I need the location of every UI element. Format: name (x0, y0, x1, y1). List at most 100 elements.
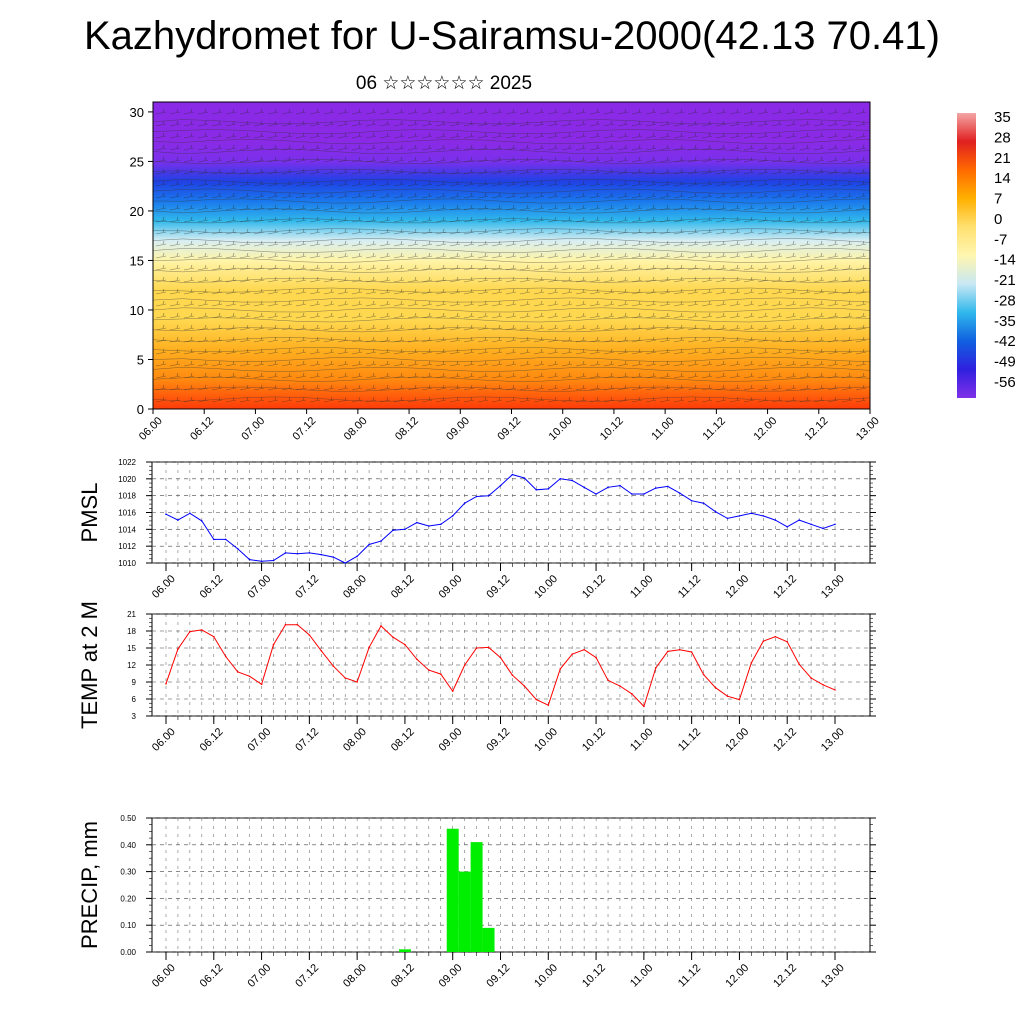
y-tick-label: 25 (130, 154, 144, 169)
data-point (702, 502, 705, 505)
data-point (416, 658, 418, 661)
y-tick-label: 30 (130, 105, 144, 120)
plot-frame (151, 817, 871, 953)
isotherm-line (152, 198, 871, 204)
x-tick-label: 12.12 (771, 962, 799, 990)
data-point (416, 521, 418, 524)
y-tick-label: 0.40 (120, 841, 136, 850)
data-point (822, 684, 824, 686)
y-tick-label: 0.50 (120, 814, 136, 823)
isotherm-line (152, 287, 871, 293)
x-tick-label: 10.12 (580, 962, 608, 990)
x-tick-label: 11.00 (628, 573, 655, 600)
data-point (201, 629, 203, 631)
x-tick-label: 06.12 (198, 962, 226, 990)
x-tick-label: 10.00 (532, 962, 560, 990)
data-point (320, 553, 323, 556)
data-point (595, 656, 597, 659)
colorbar-label: -7 (994, 231, 1007, 248)
x-tick-label: 13.00 (819, 573, 847, 601)
isotherm-line (152, 129, 871, 134)
y-tick-label: 1010 (118, 559, 136, 568)
y-tick-label: 21 (127, 610, 136, 619)
data-point (786, 641, 788, 643)
x-tick-label: 08.12 (389, 962, 417, 990)
x-tick-label: 08.00 (341, 573, 369, 601)
x-tick-label: 10.12 (598, 415, 626, 443)
data-point (750, 661, 753, 664)
data-point (308, 634, 311, 636)
x-tick-label: 09.00 (444, 415, 472, 443)
page-subtitle: 06 ☆☆☆☆☆☆ 2025 (355, 73, 533, 94)
data-point (344, 562, 347, 564)
y-axis-label: PMSL (77, 483, 102, 543)
y-tick-label: 12 (127, 661, 136, 670)
data-point (189, 630, 191, 633)
isotherm-line (152, 238, 871, 244)
data-point (260, 560, 263, 563)
data-point (499, 656, 502, 659)
x-tick-label: 07.12 (291, 415, 319, 443)
y-tick-label: 1012 (118, 542, 136, 551)
isotherm-line (152, 159, 871, 164)
data-point (690, 651, 693, 653)
x-tick-label: 07.12 (293, 962, 321, 990)
data-point (762, 515, 765, 517)
data-point (834, 689, 836, 691)
y-tick-label: 15 (127, 644, 136, 653)
data-point (320, 650, 323, 652)
x-tick-label: 08.00 (342, 415, 370, 443)
data-point (463, 664, 466, 666)
isotherm-line (152, 119, 871, 125)
data-point (571, 479, 573, 482)
data-point (296, 624, 299, 626)
data-point (690, 499, 693, 502)
data-point (356, 555, 358, 558)
data-point (667, 485, 669, 488)
x-tick-label: 08.00 (341, 962, 369, 990)
data-point (463, 502, 466, 505)
isotherm-line (152, 208, 871, 214)
precip-bar (446, 828, 459, 952)
data-point (810, 677, 812, 679)
x-tick-label: 12.00 (723, 962, 751, 990)
data-point (523, 477, 526, 479)
isotherm-line (152, 317, 871, 323)
precip-bar (398, 949, 411, 952)
data-point (272, 559, 275, 562)
data-point (213, 635, 215, 638)
colorbar-label: -49 (994, 354, 1016, 371)
y-tick-label: 0 (137, 402, 144, 417)
data-point (798, 663, 800, 666)
data-point (678, 492, 681, 494)
data-point (165, 682, 167, 685)
isotherm-line (152, 139, 871, 144)
data-point (368, 543, 370, 546)
data-point (440, 523, 442, 526)
x-tick-label: 09.12 (484, 573, 512, 601)
x-tick-label: 12.00 (723, 573, 751, 601)
x-tick-label: 09.12 (495, 415, 523, 443)
data-point (786, 526, 788, 528)
data-point (738, 698, 741, 701)
x-tick-label: 06.12 (198, 573, 226, 601)
isotherm-line (152, 277, 871, 283)
colorbar-label: 14 (994, 170, 1011, 187)
data-point (404, 643, 406, 646)
data-point (714, 686, 717, 689)
y-tick-label: 0.20 (120, 894, 136, 903)
colorbar-label: -28 (994, 292, 1016, 309)
y-tick-label: 9 (132, 678, 137, 687)
x-tick-label: 11.12 (701, 415, 728, 442)
x-tick-label: 12.00 (751, 415, 779, 443)
x-tick-label: 13.00 (819, 962, 847, 990)
colorbar-label: -42 (994, 333, 1016, 350)
x-tick-label: 11.00 (649, 415, 676, 442)
x-tick-label: 10.00 (547, 415, 575, 443)
isotherm-line (152, 228, 871, 234)
data-point (535, 698, 538, 701)
data-point (236, 671, 239, 673)
data-point (559, 668, 561, 670)
data-point (583, 486, 585, 489)
